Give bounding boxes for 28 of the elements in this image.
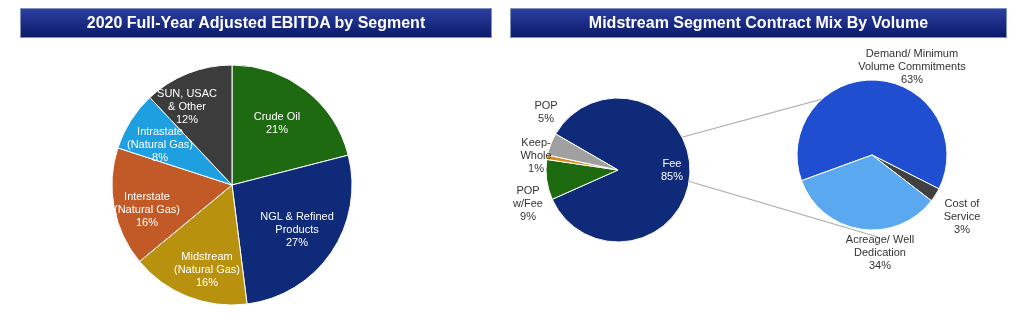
data-label: 5% [538,111,555,124]
data-label: 27% [285,236,309,249]
slice-label: Demand/ Minimum Volume Commitments [858,47,967,73]
slice-label: Acreage/ Well Dedication [845,233,915,259]
slice-label: Cost of Service [943,197,981,223]
slice-label: Midstream (Natural Gas) [173,250,241,276]
slice-label: POP [534,98,558,111]
data-label: 16% [195,276,219,289]
slice-label: Intrastate (Natural Gas) [126,125,194,151]
data-label: 1% [528,162,545,175]
data-label: 34% [868,259,892,272]
slice-label: POP w/Fee [512,184,543,210]
data-label: 21% [265,122,289,135]
data-label: 16% [135,216,159,229]
data-label: 3% [954,223,971,236]
slice-label: NGL & Refined Products [260,210,334,236]
data-label: 12% [175,113,199,126]
slice-label: Interstate (Natural Gas) [113,190,181,216]
chart-title: 2020 Full-Year Adjusted EBITDA by Segment [20,8,492,38]
data-label: 9% [520,210,537,223]
slice-label: Fee [662,156,682,169]
data-label: 85% [660,169,684,182]
data-label: 8% [152,151,169,164]
slice-label: Keep-Whole [520,136,552,162]
slice-label: SUN, USAC & Other [157,87,217,113]
slice-label: Crude Oil [253,109,301,122]
text: Midstream Segment Contract Mix By Volume [510,8,1007,38]
data-label: 63% [900,73,924,86]
